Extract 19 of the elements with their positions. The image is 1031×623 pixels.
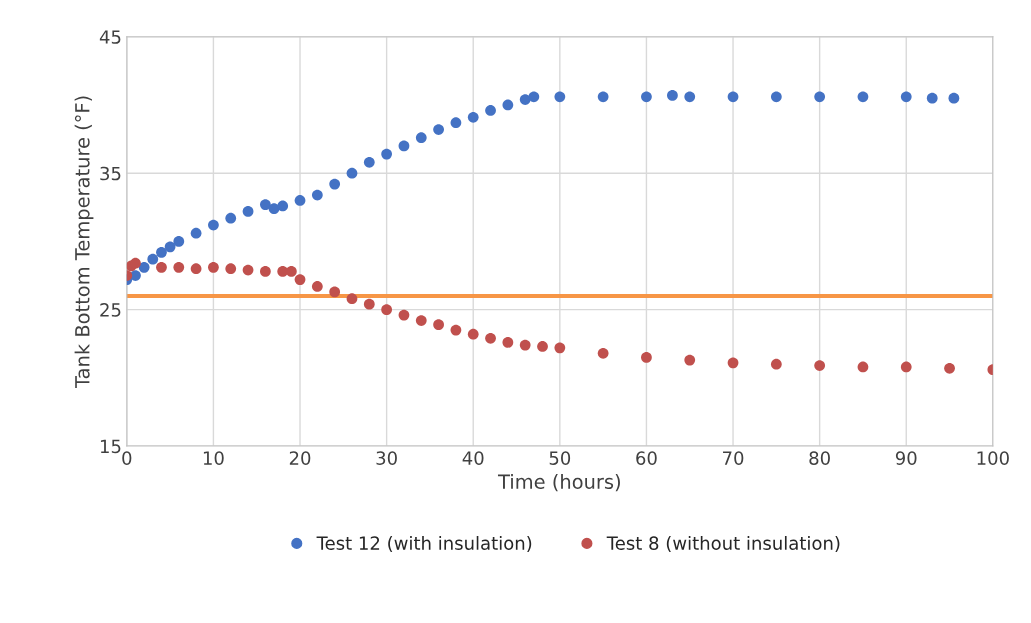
x-tick-label: 10 [203,451,224,465]
x-tick-label: 30 [376,451,397,465]
x-tick-label: 0 [122,451,132,465]
legend-label: Test 12 (with insulation) [316,535,532,553]
legend-label: Test 8 (without insulation) [606,535,840,553]
y-tick-label: 15 [100,439,121,454]
y-tick-label: 35 [100,166,121,181]
x-tick-label: 50 [549,451,571,465]
x-tick-label: 70 [723,451,744,465]
x-tick-label: 90 [895,451,917,465]
x-tick-label: 60 [636,451,657,465]
x-tick-label: 20 [289,451,311,465]
x-tick-label: 100 [977,451,1009,465]
y-tick-label: 45 [99,30,121,44]
x-axis-title: Time (hours) [497,473,620,492]
x-tick-label: 80 [809,451,830,465]
y-tick-label: 25 [100,303,121,317]
x-tick-label: 40 [462,451,484,465]
y-axis-title: Tank Bottom Temperature (°F) [74,96,94,389]
